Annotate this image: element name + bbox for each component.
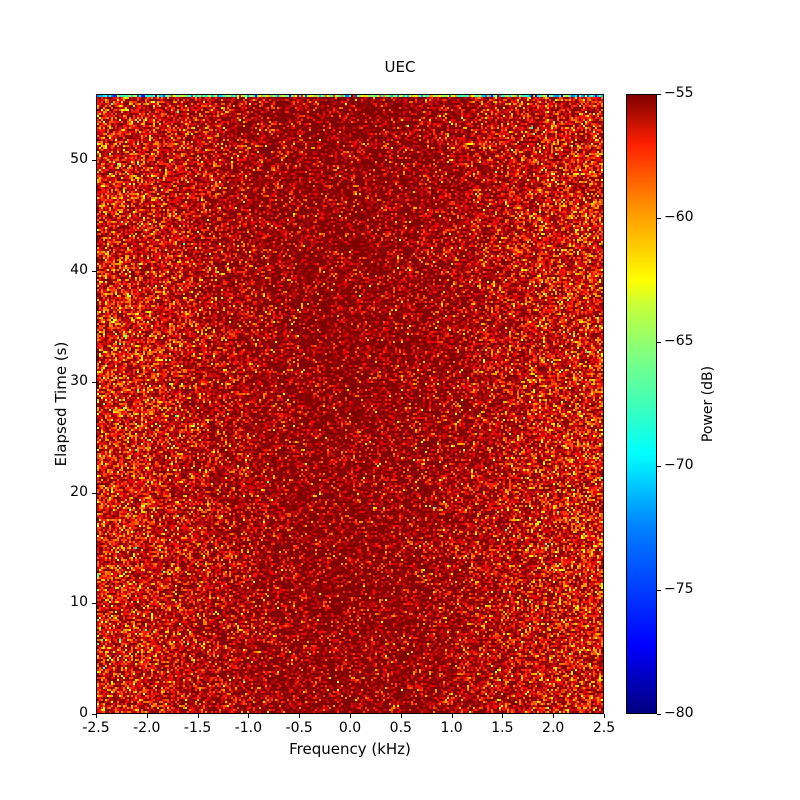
x-axis-tick-label: 2.5 xyxy=(592,720,616,736)
y-axis-tick-label: 50 xyxy=(70,151,88,168)
x-axis-tick-label: -1.5 xyxy=(183,720,212,736)
y-axis-tick xyxy=(92,271,96,272)
colorbar-tick-label: −75 xyxy=(664,581,694,597)
colorbar-label: Power (dB) xyxy=(700,365,716,443)
x-axis-tick xyxy=(401,714,402,718)
y-axis-tick-label: 40 xyxy=(70,262,88,279)
x-axis-tick xyxy=(350,714,351,718)
colorbar-tick-label: −60 xyxy=(664,209,694,225)
colorbar-tick xyxy=(657,466,661,467)
x-axis-tick xyxy=(198,714,199,718)
y-axis-tick-label: 10 xyxy=(70,594,88,611)
x-axis-tick-label: -0.5 xyxy=(285,720,313,736)
spectrogram-plot-area xyxy=(96,94,604,714)
x-axis-tick-label: -2.5 xyxy=(82,720,110,736)
x-axis-tick xyxy=(96,714,97,718)
title-line-station: UEC xyxy=(384,58,416,76)
x-axis-tick xyxy=(299,714,300,718)
colorbar-tick xyxy=(657,342,661,343)
x-axis-tick xyxy=(604,714,605,718)
y-axis-tick-label: 20 xyxy=(70,483,88,500)
colorbar xyxy=(626,94,657,714)
y-axis-tick-label: 0 xyxy=(79,705,88,721)
y-axis-tick xyxy=(92,493,96,494)
x-axis-tick-label: 1.0 xyxy=(440,720,463,736)
colorbar-tick-label: −65 xyxy=(664,333,694,349)
x-axis-tick-label: -2.0 xyxy=(133,720,161,736)
x-axis-tick xyxy=(502,714,503,718)
x-axis-tick-label: 0.0 xyxy=(338,720,362,736)
x-axis-tick xyxy=(553,714,554,718)
colorbar-tick-label: −70 xyxy=(664,457,694,473)
y-axis-tick xyxy=(92,160,96,161)
colorbar-tick-label: −80 xyxy=(664,705,694,721)
colorbar-tick-label: −55 xyxy=(664,85,694,101)
x-axis-tick-label: -1.0 xyxy=(234,720,263,736)
x-axis-label: Frequency (kHz) xyxy=(289,740,411,758)
y-axis-label: Elapsed Time (s) xyxy=(52,341,70,467)
colorbar-gradient xyxy=(627,95,656,713)
y-axis-tick xyxy=(92,382,96,383)
x-axis-tick-label: 0.5 xyxy=(389,720,412,736)
y-axis-tick xyxy=(92,714,96,715)
y-axis-tick xyxy=(92,603,96,604)
x-axis-tick-label: 1.5 xyxy=(491,720,514,736)
x-axis-tick xyxy=(452,714,453,718)
spectrogram-image xyxy=(97,95,603,713)
colorbar-tick xyxy=(657,714,661,715)
x-axis-tick-label: 2.0 xyxy=(542,720,565,736)
colorbar-tick xyxy=(657,218,661,219)
y-axis-tick-label: 30 xyxy=(70,372,88,389)
colorbar-tick xyxy=(657,590,661,591)
colorbar-tick xyxy=(657,94,661,95)
x-axis-tick xyxy=(248,714,249,718)
x-axis-tick xyxy=(147,714,148,718)
